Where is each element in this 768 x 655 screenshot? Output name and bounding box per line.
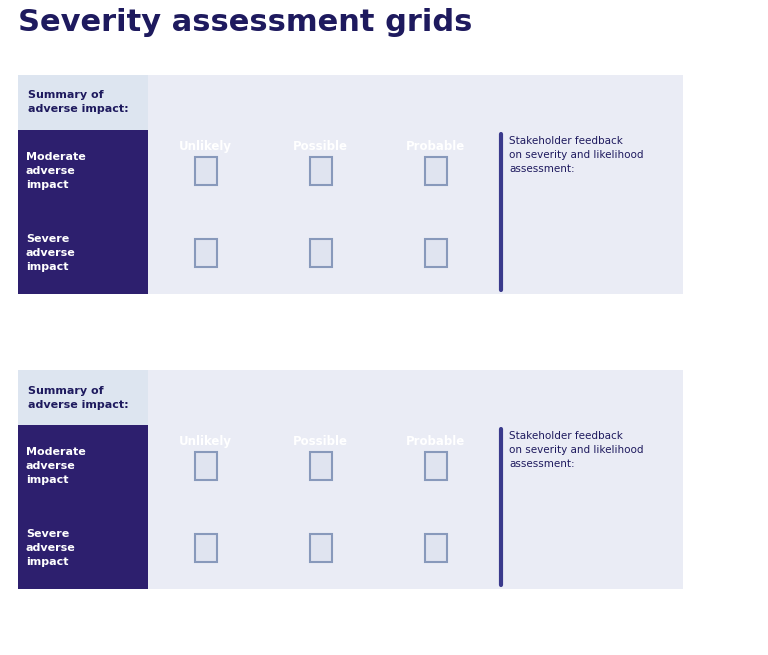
- Bar: [194, 157, 217, 185]
- Text: Summary of
adverse impact:: Summary of adverse impact:: [28, 386, 128, 409]
- Bar: [148, 425, 263, 458]
- Text: Probable: Probable: [406, 140, 465, 153]
- Bar: [493, 425, 683, 458]
- Bar: [148, 425, 263, 507]
- Bar: [18, 370, 148, 425]
- Text: Stakeholder feedback
on severity and likelihood
assessment:: Stakeholder feedback on severity and lik…: [509, 431, 644, 469]
- Text: Summary of
adverse impact:: Summary of adverse impact:: [28, 90, 128, 115]
- Bar: [493, 130, 683, 212]
- Bar: [148, 212, 263, 294]
- Bar: [194, 239, 217, 267]
- Text: Possible: Possible: [293, 140, 348, 153]
- Bar: [310, 239, 332, 267]
- Text: Moderate
adverse
impact: Moderate adverse impact: [26, 152, 86, 190]
- Bar: [425, 157, 446, 185]
- Text: Severe
adverse
impact: Severe adverse impact: [26, 234, 76, 272]
- Bar: [310, 534, 332, 562]
- Bar: [378, 212, 493, 294]
- Text: Severe
adverse
impact: Severe adverse impact: [26, 529, 76, 567]
- Bar: [263, 130, 378, 212]
- Bar: [493, 130, 683, 163]
- Text: Severity assessment grids: Severity assessment grids: [18, 8, 472, 37]
- Bar: [310, 157, 332, 185]
- Bar: [263, 212, 378, 294]
- Bar: [194, 534, 217, 562]
- Text: Possible: Possible: [293, 435, 348, 448]
- Bar: [378, 425, 493, 507]
- Bar: [263, 507, 378, 589]
- Bar: [148, 130, 263, 212]
- Bar: [378, 507, 493, 589]
- Bar: [18, 75, 148, 130]
- Text: Moderate
adverse
impact: Moderate adverse impact: [26, 447, 86, 485]
- Bar: [148, 130, 263, 163]
- Bar: [425, 239, 446, 267]
- Bar: [18, 507, 148, 589]
- Text: Unlikely: Unlikely: [179, 435, 232, 448]
- Bar: [378, 130, 493, 212]
- Text: Unlikely: Unlikely: [179, 140, 232, 153]
- Text: Stakeholder feedback
on severity and likelihood
assessment:: Stakeholder feedback on severity and lik…: [509, 136, 644, 174]
- Bar: [263, 130, 378, 163]
- Bar: [18, 425, 148, 507]
- Bar: [378, 130, 493, 163]
- Bar: [148, 370, 683, 425]
- Bar: [148, 507, 263, 589]
- Bar: [18, 212, 148, 294]
- Bar: [378, 425, 493, 458]
- Bar: [425, 452, 446, 480]
- Bar: [18, 130, 148, 212]
- Bar: [148, 75, 683, 130]
- Bar: [310, 452, 332, 480]
- Bar: [493, 425, 683, 507]
- Bar: [263, 425, 378, 458]
- Bar: [194, 452, 217, 480]
- Bar: [493, 507, 683, 589]
- Bar: [493, 212, 683, 294]
- Bar: [263, 425, 378, 507]
- Text: Probable: Probable: [406, 435, 465, 448]
- Bar: [425, 534, 446, 562]
